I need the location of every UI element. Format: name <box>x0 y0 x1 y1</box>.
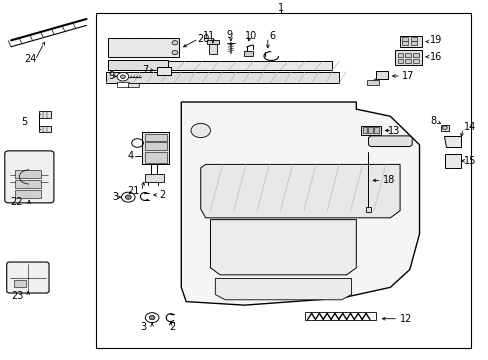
Text: 6: 6 <box>268 31 275 41</box>
Bar <box>144 174 164 182</box>
Text: 13: 13 <box>387 126 400 135</box>
Bar <box>15 170 41 177</box>
Text: 21: 21 <box>127 186 140 196</box>
Circle shape <box>145 312 159 323</box>
PathPatch shape <box>181 102 419 305</box>
Bar <box>405 59 410 63</box>
Text: 24: 24 <box>24 54 37 64</box>
Bar <box>362 127 366 133</box>
Bar <box>142 132 169 165</box>
Text: 14: 14 <box>463 122 475 132</box>
PathPatch shape <box>210 220 356 275</box>
Bar <box>397 53 403 58</box>
Bar <box>106 72 339 83</box>
Text: 9: 9 <box>108 71 114 81</box>
Bar <box>157 67 170 75</box>
Text: 11: 11 <box>203 31 215 41</box>
Circle shape <box>120 75 125 78</box>
Bar <box>375 71 387 79</box>
Bar <box>397 59 403 63</box>
Text: 22: 22 <box>11 197 23 207</box>
Bar <box>399 36 421 47</box>
Circle shape <box>172 41 178 45</box>
Bar <box>410 41 416 45</box>
Bar <box>410 37 416 41</box>
FancyBboxPatch shape <box>7 262 49 293</box>
Bar <box>244 51 253 56</box>
Circle shape <box>149 315 155 320</box>
Text: 8: 8 <box>429 116 435 126</box>
Bar <box>373 127 378 133</box>
PathPatch shape <box>368 136 411 147</box>
Text: 18: 18 <box>382 175 394 185</box>
PathPatch shape <box>443 136 460 147</box>
Bar <box>394 50 421 64</box>
Bar <box>39 111 51 118</box>
Bar <box>412 59 418 63</box>
Bar <box>405 53 410 58</box>
Circle shape <box>442 126 447 130</box>
Bar <box>108 62 331 70</box>
Bar <box>144 142 166 150</box>
Bar <box>144 134 166 141</box>
Bar <box>15 190 41 198</box>
Text: 3: 3 <box>112 192 118 202</box>
Bar <box>305 311 375 320</box>
Bar <box>96 13 469 348</box>
Bar <box>412 53 418 58</box>
Text: 2: 2 <box>159 190 165 200</box>
Text: 15: 15 <box>463 156 476 166</box>
Bar <box>206 40 218 44</box>
Text: 12: 12 <box>399 314 411 324</box>
Bar <box>440 125 448 131</box>
Bar <box>365 207 371 212</box>
Text: 23: 23 <box>11 291 23 301</box>
Bar <box>368 127 372 133</box>
Text: 3: 3 <box>141 322 146 332</box>
Bar <box>401 41 407 45</box>
Bar <box>117 82 128 87</box>
Circle shape <box>125 195 131 199</box>
Text: 20: 20 <box>197 34 209 44</box>
Bar <box>127 83 138 87</box>
PathPatch shape <box>215 278 351 300</box>
Bar <box>361 126 380 135</box>
Text: 1: 1 <box>277 3 284 13</box>
FancyBboxPatch shape <box>5 151 54 203</box>
Text: 9: 9 <box>225 30 231 40</box>
Bar <box>108 38 179 58</box>
Bar <box>366 80 378 85</box>
Text: 4: 4 <box>127 151 133 161</box>
Text: 7: 7 <box>142 65 148 75</box>
Bar <box>14 280 26 287</box>
Bar <box>39 126 51 132</box>
Text: 10: 10 <box>244 31 256 41</box>
Bar <box>144 152 166 163</box>
Text: 5: 5 <box>21 117 28 127</box>
Bar <box>208 44 217 54</box>
Bar <box>401 37 407 41</box>
Text: 17: 17 <box>401 71 413 81</box>
Bar <box>15 180 41 188</box>
Bar <box>108 60 168 70</box>
Circle shape <box>172 50 178 55</box>
Text: 2: 2 <box>169 322 175 332</box>
Circle shape <box>117 72 128 81</box>
Text: 19: 19 <box>429 35 442 45</box>
Circle shape <box>191 123 210 138</box>
Text: 16: 16 <box>429 52 442 62</box>
Bar <box>444 154 460 168</box>
PathPatch shape <box>201 165 399 218</box>
Circle shape <box>121 192 135 202</box>
